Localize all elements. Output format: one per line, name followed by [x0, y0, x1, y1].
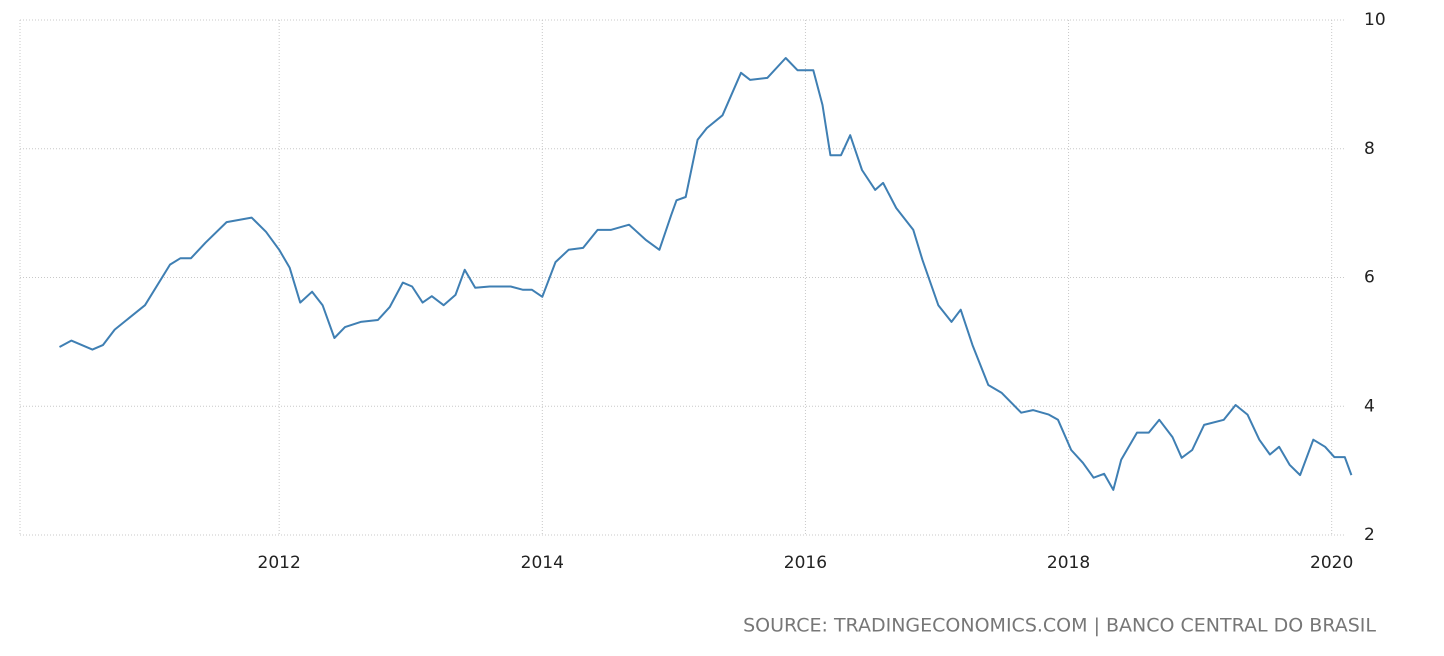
y-tick-label: 4	[1364, 396, 1375, 416]
x-tick-label: 2018	[1047, 553, 1090, 573]
y-tick-label: 6	[1364, 268, 1375, 288]
x-tick-label: 2016	[784, 553, 827, 573]
y-tick-label: 10	[1364, 10, 1386, 30]
y-tick-label: 8	[1364, 139, 1375, 159]
source: SOURCE: TRADINGECONOMICS.COM | BANCO CEN…	[743, 615, 1376, 637]
x-tick-label: 2012	[258, 553, 301, 573]
x-tick-label: 2014	[521, 553, 564, 573]
line-series	[59, 57, 1353, 491]
y-tick-label: 2	[1364, 525, 1375, 545]
x-tick-label: 2020	[1310, 553, 1353, 573]
